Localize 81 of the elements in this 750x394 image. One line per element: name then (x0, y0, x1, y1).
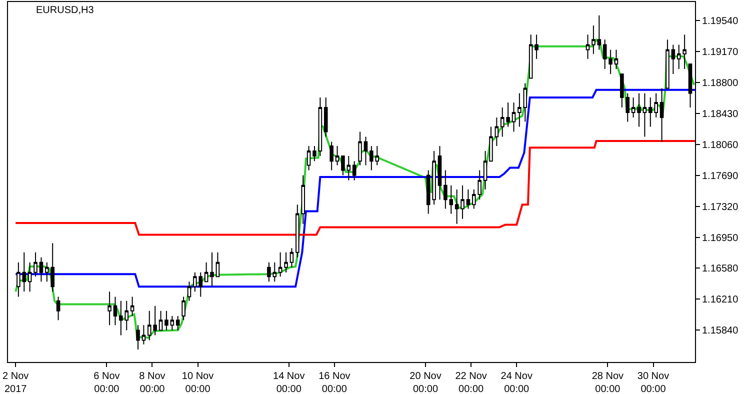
candlestick (534, 34, 538, 60)
candlestick (318, 96, 322, 157)
candlestick (364, 136, 368, 166)
x-tick-label: 24 Nov 00:00 (500, 371, 532, 394)
y-tick-label: 1.19170 (702, 46, 739, 58)
candlestick (170, 315, 174, 331)
candlestick (483, 150, 488, 190)
candlestick (666, 39, 670, 89)
candlestick (335, 146, 340, 166)
x-tick-label: 30 Nov 00:00 (637, 371, 670, 394)
y-tick-label: 1.19540 (702, 16, 739, 27)
candlestick (330, 141, 334, 171)
y-tick-label: 1.16580 (702, 264, 739, 275)
candlestick (346, 156, 351, 181)
candlestick (358, 131, 362, 166)
candlestick (130, 296, 134, 316)
candlestick (210, 252, 214, 288)
candlestick (642, 92, 647, 138)
candlestick (164, 310, 168, 331)
candlestick (438, 146, 442, 200)
candlestick (216, 252, 220, 278)
candlestick (671, 44, 676, 74)
candlestick (494, 117, 499, 146)
x-tick-label: 6 Nov 00:00 (94, 371, 120, 394)
y-tick-label: 1.16210 (702, 294, 739, 306)
candlestick (306, 146, 311, 171)
y-tick-label: 1.17690 (702, 170, 739, 182)
candlestick (352, 160, 356, 181)
candlestick (204, 262, 208, 282)
x-tick-label: 16 Nov 00:00 (318, 371, 350, 394)
chart-title: EURUSD,H3 (36, 4, 94, 16)
line-series (14, 140, 695, 236)
candlestick (592, 24, 596, 54)
candlestick (39, 256, 44, 282)
candlestick (34, 252, 38, 278)
candlestick (523, 82, 528, 122)
candlestick (158, 310, 163, 331)
candlestick (597, 14, 602, 50)
candlestick (518, 92, 522, 128)
y-tick-label: 1.17320 (702, 202, 739, 213)
candlestick (187, 281, 192, 302)
candlestick (460, 184, 464, 220)
candlestick (136, 324, 140, 350)
candlestick (56, 296, 60, 321)
candlestick (278, 252, 282, 278)
candlestick (586, 34, 590, 60)
candlestick (512, 102, 516, 132)
candlestick (290, 248, 294, 268)
candlestick (113, 296, 118, 326)
candlestick (176, 315, 180, 331)
candlestick (284, 252, 288, 273)
x-tick-label: 14 Nov 00:00 (273, 371, 305, 394)
y-tick-label: 1.18800 (702, 78, 739, 89)
candlestick (312, 146, 316, 162)
candlestick (528, 34, 533, 79)
candlestick (614, 49, 618, 70)
y-tick-label: 1.18430 (702, 108, 739, 120)
x-tick-label: 10 Nov 00:00 (182, 371, 214, 394)
candlestick (454, 189, 459, 224)
x-tick-label: 20 Nov 00:00 (410, 371, 442, 394)
x-tick-label: 22 Nov 00:00 (455, 371, 487, 394)
line-series (14, 38, 695, 339)
candlestick (637, 92, 641, 128)
candlestick (466, 189, 470, 210)
x-tick-label: 28 Nov 00:00 (592, 371, 624, 394)
candlestick (688, 63, 692, 108)
candlestick (631, 96, 636, 118)
candlestick (489, 126, 493, 162)
candlestick (182, 296, 186, 321)
y-tick-label: 1.16950 (702, 232, 739, 244)
x-tick-label: 8 Nov 00:00 (139, 371, 166, 394)
candlestick (341, 156, 345, 176)
candlestick (108, 291, 112, 326)
y-tick-label: 1.15840 (702, 326, 739, 337)
y-tick-label: 1.18060 (702, 140, 739, 151)
candlestick (142, 324, 146, 345)
line-series (14, 88, 695, 288)
candlestick (324, 96, 328, 138)
candlestick (660, 88, 664, 142)
x-tick-label: 2 Nov 2017 (2, 371, 29, 394)
candlestick (28, 262, 32, 292)
